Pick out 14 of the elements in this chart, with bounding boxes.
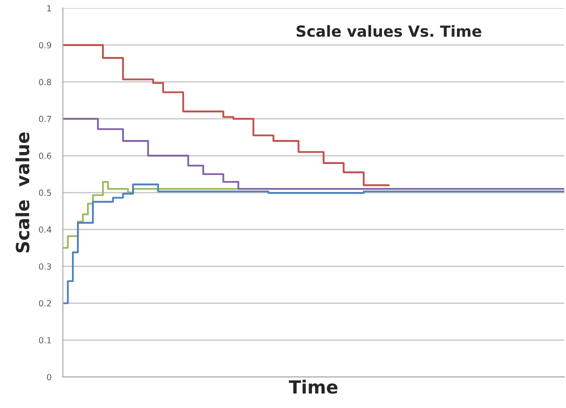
y-tick-label: 1	[47, 5, 51, 12]
y-tick-label: 0.7	[39, 116, 52, 122]
text: Scale values Vs. Time	[296, 25, 482, 37]
y-tick-label: 0.3	[39, 263, 52, 270]
y-axis-title: Scale value	[15, 132, 30, 252]
y-tick-label: 0.1	[39, 337, 51, 344]
y-tick-label: 0	[46, 374, 52, 380]
x-axis-title: Time	[288, 380, 338, 394]
y-tick-label: 0.9	[39, 42, 52, 48]
y-tick-label: 0.2	[39, 300, 51, 307]
y-tick-label: 0.5	[39, 190, 51, 196]
y-tick-label: 0.8	[39, 78, 52, 86]
y-tick-label: 0.6	[39, 152, 52, 159]
y-tick-label: 0.4	[39, 226, 52, 233]
